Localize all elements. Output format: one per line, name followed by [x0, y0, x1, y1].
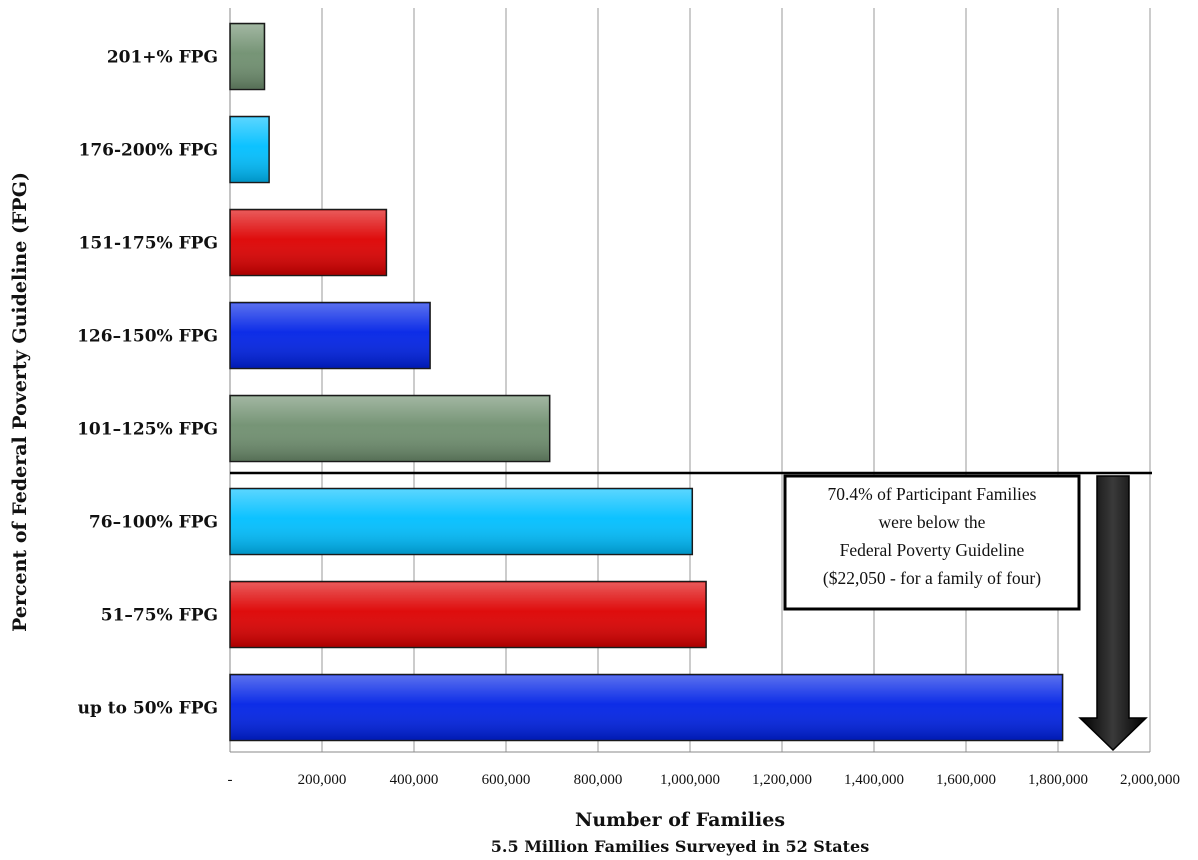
category-label: 151-175% FPG [79, 234, 218, 254]
bar [229, 22, 266, 91]
bar-shine [231, 582, 706, 647]
x-tick-label: 1,000,000 [660, 772, 720, 788]
x-tick-label: 1,600,000 [936, 772, 996, 788]
bar [229, 301, 431, 370]
bar-shine [231, 489, 692, 554]
annotation-box [783, 474, 1081, 611]
annotation-line-1: 70.4% of Participant Families [828, 484, 1037, 504]
bar-shine [231, 396, 549, 461]
x-tick-label: 2,000,000 [1120, 772, 1180, 788]
chart-subtitle: 5.5 Million Families Surveyed in 52 Stat… [491, 837, 869, 856]
bar-shine [231, 210, 386, 275]
x-tick-label: 600,000 [482, 772, 531, 788]
x-tick-label: 1,200,000 [752, 772, 812, 788]
bar [229, 673, 1064, 742]
category-label: 176-200% FPG [79, 141, 218, 161]
bar-shine [231, 303, 430, 368]
bar [229, 394, 551, 463]
category-label: 76–100% FPG [89, 513, 218, 533]
bar-shine [231, 117, 269, 182]
annotation-line-2: were below the [879, 512, 986, 532]
y-axis-title: Percent of Federal Poverty Guideline (FP… [9, 172, 31, 632]
bar-shine [231, 24, 264, 89]
category-labels: 201+% FPG 176-200% FPG 151-175% FPG 126–150… [77, 48, 218, 719]
x-axis-title: Number of Families [575, 809, 785, 831]
annotation-line-3: Federal Poverty Guideline [840, 540, 1025, 560]
x-tick-label: 1,400,000 [844, 772, 904, 788]
down-arrow-icon [1078, 475, 1148, 752]
category-label: 51–75% FPG [101, 606, 218, 626]
category-label: 101–125% FPG [77, 420, 218, 440]
bar [229, 487, 694, 556]
x-tick-label: 200,000 [298, 772, 347, 788]
x-tick-label: 1,800,000 [1028, 772, 1088, 788]
bar [229, 580, 707, 649]
gridlines [321, 8, 1151, 752]
x-tick-label: - [228, 772, 233, 788]
category-label: 126–150% FPG [77, 327, 218, 347]
x-tick-label: 400,000 [390, 772, 439, 788]
x-tick-label: 800,000 [574, 772, 623, 788]
bar [229, 208, 388, 277]
bar-shine [231, 675, 1062, 740]
annotation-line-4: ($22,050 - for a family of four) [823, 568, 1041, 588]
x-tick-labels: - 200,000 400,000 600,000 800,000 1,000,000 1,… [228, 772, 1181, 788]
bar [229, 115, 270, 184]
category-label: up to 50% FPG [78, 699, 218, 719]
category-label: 201+% FPG [107, 48, 218, 68]
bars [229, 22, 1064, 742]
